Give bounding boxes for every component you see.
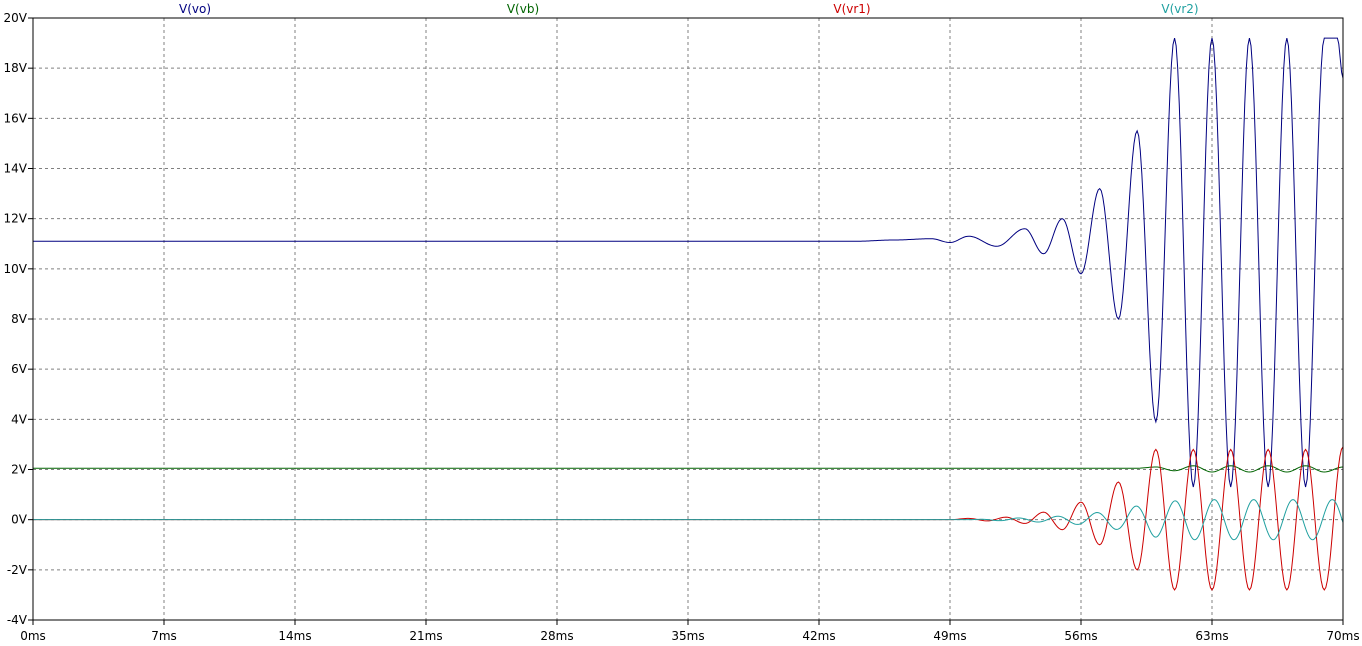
grid bbox=[33, 18, 1343, 620]
y-tick-label: 0V bbox=[11, 513, 28, 527]
y-tick-label: 4V bbox=[11, 412, 28, 426]
y-tick-label: 10V bbox=[4, 262, 28, 276]
y-tick-label: 20V bbox=[4, 11, 28, 25]
y-tick-label: -4V bbox=[7, 613, 28, 627]
y-tick-label: 2V bbox=[11, 463, 28, 477]
legend-entry: V(vb) bbox=[507, 2, 539, 16]
y-tick-label: 8V bbox=[11, 312, 28, 326]
x-tick-label: 70ms bbox=[1326, 629, 1359, 643]
y-tick-label: 14V bbox=[4, 162, 28, 176]
plot-frame bbox=[32, 17, 1344, 621]
plot-area bbox=[33, 37, 1343, 591]
series-line-1 bbox=[33, 465, 1343, 473]
x-tick-label: 14ms bbox=[278, 629, 311, 643]
x-tick-label: 0ms bbox=[20, 629, 46, 643]
y-tick-label: 18V bbox=[4, 61, 28, 75]
x-tick-label: 21ms bbox=[409, 629, 442, 643]
x-tick-label: 42ms bbox=[802, 629, 835, 643]
x-tick-label: 56ms bbox=[1064, 629, 1097, 643]
series-line-0 bbox=[33, 37, 1343, 488]
x-tick-label: 7ms bbox=[151, 629, 177, 643]
y-tick-label: 16V bbox=[4, 111, 28, 125]
y-tick-label: 6V bbox=[11, 362, 28, 376]
legend-entry: V(vr2) bbox=[1161, 2, 1198, 16]
x-tick-label: 28ms bbox=[540, 629, 573, 643]
x-tick-label: 35ms bbox=[671, 629, 704, 643]
legend-entry: V(vo) bbox=[179, 2, 211, 16]
y-tick-label: 12V bbox=[4, 212, 28, 226]
y-tick-label: -2V bbox=[7, 563, 28, 577]
legend-entry: V(vr1) bbox=[833, 2, 870, 16]
x-tick-label: 49ms bbox=[933, 629, 966, 643]
legend: V(vo) V(vb) V(vr1) V(vr2) bbox=[179, 2, 1199, 16]
series-line-3 bbox=[33, 499, 1343, 541]
axes: 0ms 7ms 14ms 21ms 28ms 35ms 42ms 49ms 56ms 63ms 70… bbox=[4, 11, 1360, 643]
x-tick-label: 63ms bbox=[1195, 629, 1228, 643]
